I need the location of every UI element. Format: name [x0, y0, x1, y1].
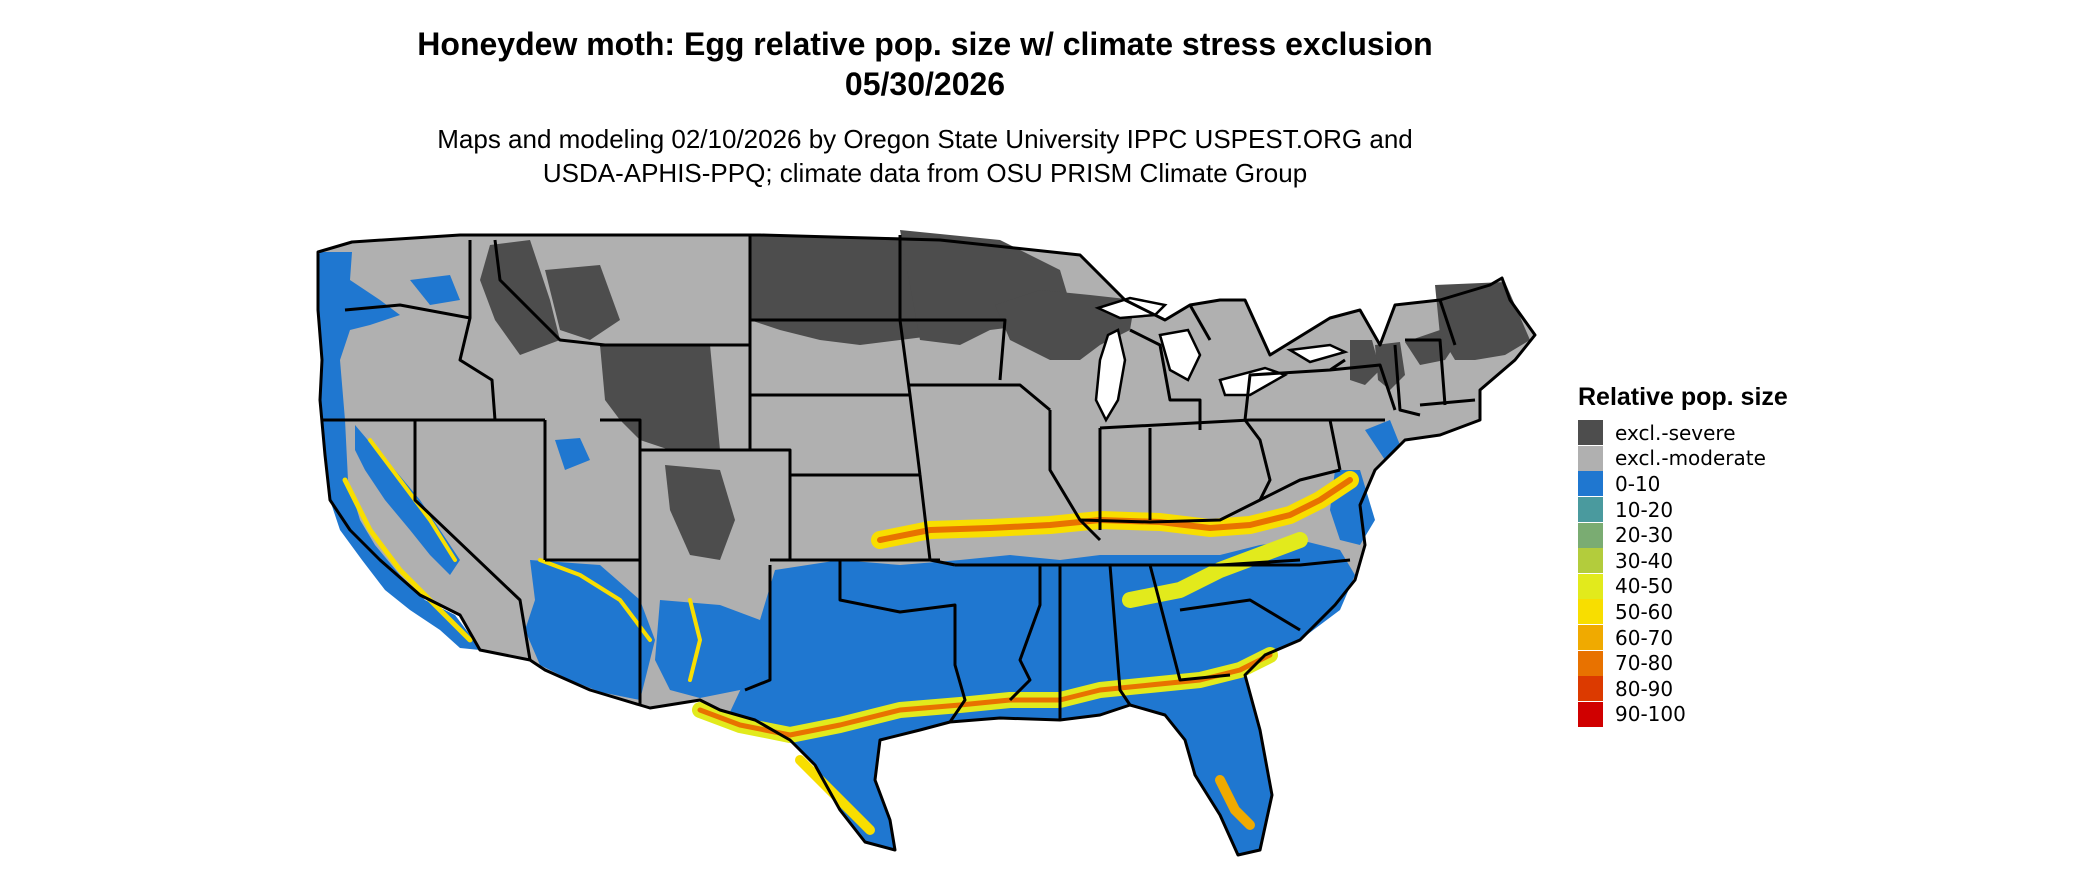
legend-swatch — [1578, 599, 1603, 625]
legend-swatch — [1578, 497, 1603, 523]
legend-label: 60-70 — [1615, 625, 1674, 650]
legend-label: excl.-moderate — [1615, 446, 1766, 471]
legend-swatch — [1578, 676, 1603, 702]
legend-swatch — [1578, 650, 1603, 676]
legend-swatch — [1578, 625, 1603, 651]
legend: Relative pop. size excl.-severe excl.-mo… — [1578, 382, 1788, 727]
legend-label: 70-80 — [1615, 651, 1674, 676]
legend-label: 30-40 — [1615, 548, 1674, 573]
legend-swatch — [1578, 522, 1603, 548]
legend-item-30-40: 30-40 — [1578, 548, 1788, 574]
subtitle-line-1: Maps and modeling 02/10/2026 by Oregon S… — [437, 124, 1413, 154]
legend-label: 80-90 — [1615, 676, 1674, 701]
legend-swatch — [1578, 548, 1603, 574]
legend-label: 50-60 — [1615, 599, 1674, 624]
legend-label: excl.-severe — [1615, 420, 1736, 445]
legend-items: excl.-severe excl.-moderate 0-10 10-20 2… — [1578, 420, 1788, 727]
legend-item-excl-severe: excl.-severe — [1578, 420, 1788, 446]
legend-item-40-50: 40-50 — [1578, 573, 1788, 600]
legend-label: 90-100 — [1615, 702, 1686, 727]
legend-swatch — [1578, 573, 1603, 599]
title-text: Honeydew moth: Egg relative pop. size w/… — [417, 26, 1433, 62]
legend-item-0-10: 0-10 — [1578, 471, 1788, 497]
legend-swatch — [1578, 471, 1603, 497]
map-title: Honeydew moth: Egg relative pop. size w/… — [0, 24, 1850, 104]
legend-label: 10-20 — [1615, 497, 1674, 522]
legend-item-excl-moderate: excl.-moderate — [1578, 445, 1788, 472]
legend-item-50-60: 50-60 — [1578, 599, 1788, 625]
legend-item-70-80: 70-80 — [1578, 650, 1788, 676]
legend-label: 0-10 — [1615, 471, 1661, 496]
subtitle-line-2: USDA-APHIS-PPQ; climate data from OSU PR… — [542, 158, 1308, 188]
legend-swatch — [1578, 701, 1603, 727]
legend-item-10-20: 10-20 — [1578, 497, 1788, 523]
legend-label: 20-30 — [1615, 523, 1674, 548]
legend-title: Relative pop. size — [1578, 383, 1788, 411]
title-date: 05/30/2026 — [844, 66, 1006, 102]
state-borders — [316, 233, 1537, 857]
map-subtitle: Maps and modeling 02/10/2026 by Oregon S… — [0, 122, 1850, 190]
legend-item-20-30: 20-30 — [1578, 522, 1788, 548]
legend-item-80-90: 80-90 — [1578, 676, 1788, 702]
legend-item-60-70: 60-70 — [1578, 625, 1788, 651]
legend-label: 40-50 — [1615, 574, 1674, 599]
legend-swatch — [1578, 420, 1603, 446]
legend-swatch — [1578, 445, 1603, 471]
great-lakes — [1094, 296, 1349, 423]
legend-item-90-100: 90-100 — [1578, 701, 1788, 728]
